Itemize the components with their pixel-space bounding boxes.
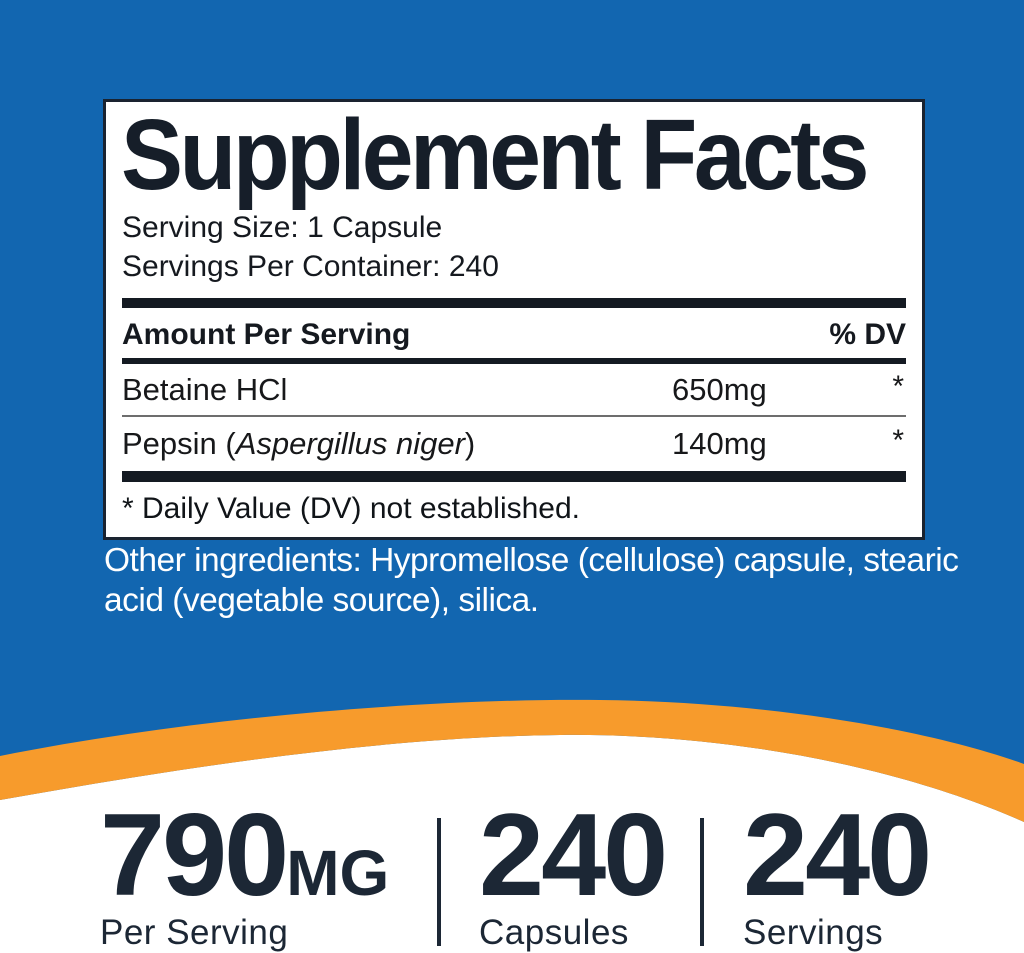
table-column-header: Amount Per Serving % DV bbox=[122, 318, 906, 352]
column-header-dv: % DV bbox=[829, 318, 906, 351]
header-divider-bar bbox=[122, 358, 906, 364]
stat-number: 790 MG bbox=[100, 789, 390, 920]
ingredient-dv: * bbox=[892, 370, 904, 403]
panel-title: Supplement Facts bbox=[121, 98, 870, 211]
stat-capsules: 240 Capsules bbox=[479, 789, 668, 953]
stat-value: 240 bbox=[479, 789, 668, 920]
stat-divider bbox=[437, 818, 441, 946]
stat-value: 790 bbox=[100, 789, 289, 920]
ingredient-name-text: Betaine HCl bbox=[122, 372, 288, 407]
stat-number: 240 bbox=[743, 789, 932, 920]
stat-unit: MG bbox=[286, 837, 390, 909]
ingredient-amount: 140mg bbox=[672, 426, 767, 461]
stat-value: 240 bbox=[743, 789, 932, 920]
serving-size: Serving Size: 1 Capsule bbox=[122, 211, 443, 244]
ingredient-name-suffix: ) bbox=[464, 426, 476, 461]
orange-swoosh-icon bbox=[0, 699, 1024, 822]
supplement-facts-panel: Supplement Facts Serving Size: 1 Capsule… bbox=[103, 99, 925, 540]
stat-label: Per Serving bbox=[100, 913, 289, 953]
ingredient-name: Pepsin (Aspergillus niger) bbox=[122, 426, 475, 462]
other-ingredients-line1: Other ingredients: Hypromellose (cellulo… bbox=[104, 542, 959, 579]
ingredient-name-text: Pepsin ( bbox=[122, 426, 236, 461]
ingredient-amount: 650mg bbox=[672, 372, 767, 407]
ingredient-name-latin: Aspergillus niger bbox=[235, 426, 465, 461]
table-bottom-bar bbox=[122, 471, 906, 482]
white-bottom-area bbox=[0, 734, 1024, 946]
stat-number: 240 bbox=[479, 789, 668, 920]
stats-strip: 790 MG Per Serving 240 Capsules 240 Serv… bbox=[0, 796, 1024, 952]
stat-divider bbox=[700, 818, 704, 946]
column-header-amount: Amount Per Serving bbox=[122, 318, 411, 351]
ingredient-dv: * bbox=[892, 424, 904, 457]
stat-servings: 240 Servings bbox=[743, 789, 932, 953]
other-ingredients: Other ingredients: Hypromellose (cellulo… bbox=[104, 541, 984, 621]
table-top-bar bbox=[122, 298, 906, 308]
ingredient-row-pepsin: Pepsin (Aspergillus niger) 140mg * bbox=[122, 424, 906, 470]
ingredient-name: Betaine HCl bbox=[122, 372, 287, 408]
ingredient-row-betaine: Betaine HCl 650mg * bbox=[122, 370, 906, 416]
servings-per-container: Servings Per Container: 240 bbox=[122, 250, 499, 283]
stat-per-serving: 790 MG Per Serving bbox=[100, 789, 390, 953]
other-ingredients-line2: acid (vegetable source), silica. bbox=[104, 582, 539, 620]
row-divider-line bbox=[122, 415, 906, 417]
daily-value-footnote: * Daily Value (DV) not established. bbox=[122, 492, 580, 525]
